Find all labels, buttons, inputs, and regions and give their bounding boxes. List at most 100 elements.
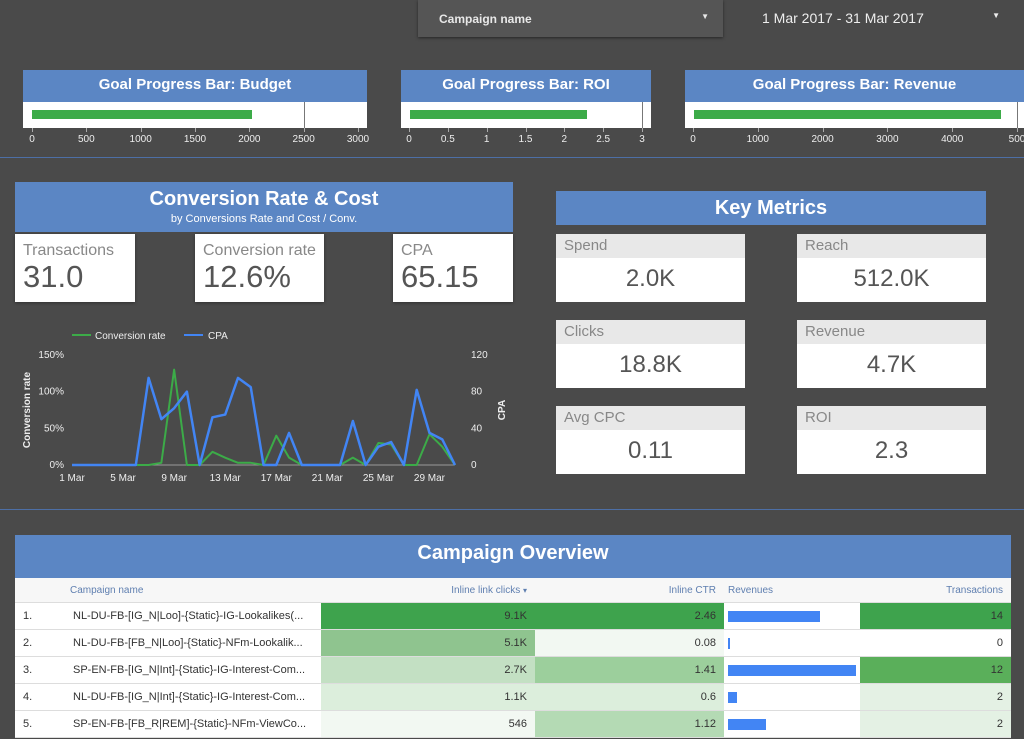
- table-row[interactable]: 4. NL-DU-FB-[IG_N|Int]-{Static}-IG-Intere…: [15, 683, 1011, 711]
- x-tick-label: 1 Mar: [59, 473, 85, 484]
- metric-label: Spend: [556, 234, 745, 258]
- campaign-table: Campaign name Inline link clicks ▾ Inlin…: [15, 578, 1011, 738]
- conversion-header: Conversion Rate & Cost by Conversions Ra…: [15, 182, 513, 232]
- transactions-cell: 0: [860, 629, 1011, 657]
- scorecard-conversion-rate: Conversion rate 12.6%: [195, 234, 324, 302]
- goal-axis-tick: [525, 128, 527, 132]
- y2-tick-label: 0: [471, 460, 477, 471]
- x-tick-label: 13 Mar: [210, 473, 242, 484]
- row-number: 5.: [15, 710, 69, 738]
- scorecard-label: CPA: [401, 242, 433, 259]
- column-header-inline-ctr[interactable]: Inline CTR: [535, 578, 724, 603]
- y-tick-label: 100%: [38, 387, 64, 398]
- y2-tick-label: 80: [471, 387, 483, 398]
- chevron-down-icon: ▼: [701, 12, 709, 21]
- row-number: 2.: [15, 629, 69, 657]
- x-tick-label: 17 Mar: [261, 473, 293, 484]
- key-metrics-header: Key Metrics: [556, 191, 986, 225]
- metric-value: 2.3: [874, 437, 909, 464]
- y2-tick-label: 120: [471, 350, 488, 361]
- row-number: 3.: [15, 656, 69, 684]
- campaign-name-cell: SP-EN-FB-[IG_N|Int]-{Static}-IG-Interest…: [69, 656, 321, 684]
- scorecard-value: 31.0: [23, 259, 84, 294]
- goal-axis-label: 2.5: [596, 134, 611, 145]
- goal-axis-tick: [358, 128, 359, 132]
- campaign-name-cell: NL-DU-FB-[IG_N|Int]-{Static}-IG-Interest…: [69, 683, 321, 711]
- inline-link-clicks-cell: 9.1K: [321, 602, 535, 630]
- metric-value: 512.0K: [853, 265, 930, 292]
- goal-axis-tick: [642, 128, 643, 132]
- revenues-cell: [724, 656, 860, 684]
- goal-axis-label: 2: [561, 134, 568, 145]
- goal-axis-tick: [1017, 128, 1018, 132]
- goal-axis-label: 3000: [346, 134, 370, 145]
- y-tick-label: 50%: [44, 423, 64, 434]
- table-row[interactable]: 3. SP-EN-FB-[IG_N|Int]-{Static}-IG-Intere…: [15, 656, 1011, 684]
- goal-axis-tick: [757, 128, 759, 132]
- goal-axis-tick: [303, 128, 305, 132]
- series-line-cpa: [72, 376, 457, 467]
- y2-axis-title: CPA: [497, 400, 508, 420]
- metric-label: ROI: [797, 406, 986, 430]
- goal-axis-tick: [822, 128, 824, 132]
- x-tick-label: 5 Mar: [110, 473, 136, 484]
- goal-axis-label: 2500: [292, 134, 315, 145]
- goal-axis-label: 2000: [238, 134, 261, 145]
- inline-ctr-cell: 0.08: [535, 629, 724, 657]
- inline-ctr-cell: 1.41: [535, 656, 724, 684]
- campaign-overview-title: Campaign Overview: [417, 542, 609, 564]
- metric-card-roi: ROI 2.3: [797, 406, 986, 474]
- column-header-campaign-name[interactable]: Campaign name: [69, 578, 321, 603]
- goal-axis-tick: [86, 128, 88, 132]
- x-tick-label: 9 Mar: [161, 473, 187, 484]
- metric-label: Clicks: [556, 320, 745, 344]
- goal-bar-axis: 0 500 1000 1500 2000 2500 3000: [23, 128, 370, 148]
- section-divider: [0, 157, 1024, 158]
- goal-axis-label: 1.5: [518, 134, 533, 145]
- goal-bar-roi: Goal Progress Bar: ROI 0 0.5 1 1.5 2 2.5 3: [401, 70, 651, 148]
- row-number: 4.: [15, 683, 69, 711]
- metric-value: 0.11: [628, 437, 673, 464]
- revenue-bar: [728, 691, 737, 703]
- legend-label: Conversion rate: [95, 331, 166, 342]
- goal-axis-label: 0: [29, 134, 35, 145]
- sort-desc-icon: ▾: [522, 585, 527, 595]
- conversion-cpa-chart: Conversion rate CPA 0% 50% 100% 150% 0 40 80 120 C…: [22, 331, 508, 484]
- column-header-inline-link-clicks[interactable]: Inline link clicks ▾: [321, 578, 535, 603]
- goal-bar-target-marker: [1017, 102, 1018, 128]
- goal-bar-revenue: Goal Progress Bar: Revenue 0 1000 2000 3000…: [685, 70, 1024, 148]
- revenue-bar: [728, 637, 730, 649]
- campaign-filter-label: Campaign name: [439, 12, 532, 26]
- date-range-picker[interactable]: 1 Mar 2017 - 31 Mar 2017 ▼: [740, 0, 1020, 37]
- goal-bar-fill: [410, 110, 587, 119]
- table-row[interactable]: 2. NL-DU-FB-[FB_N|Loo]-{Static}-NFm-Looka…: [15, 629, 1011, 657]
- scorecard-label: Conversion rate: [203, 242, 316, 259]
- goal-axis-label: 1: [483, 134, 490, 145]
- goal-axis-tick: [195, 128, 196, 132]
- goal-axis-label: 3000: [876, 134, 899, 145]
- goal-axis-label: 500: [77, 134, 95, 145]
- key-metrics-title: Key Metrics: [714, 197, 828, 219]
- goal-axis-tick: [32, 128, 33, 132]
- metric-card-reach: Reach 512.0K: [797, 234, 986, 302]
- metric-card-avg-cpc: Avg CPC 0.11: [556, 406, 745, 474]
- goal-axis-tick: [952, 128, 954, 132]
- x-tick-label: 29 Mar: [414, 473, 446, 484]
- goal-bar-fill: [694, 110, 1001, 119]
- goal-axis-tick: [693, 128, 694, 132]
- campaign-filter-dropdown[interactable]: Campaign name ▼: [418, 0, 723, 37]
- goal-axis-label: 0: [690, 134, 696, 145]
- metric-card-spend: Spend 2.0K: [556, 234, 745, 302]
- column-header-revenues[interactable]: Revenues: [724, 578, 860, 603]
- inline-link-clicks-cell: 5.1K: [321, 629, 535, 657]
- inline-ctr-cell: 1.12: [535, 710, 724, 738]
- x-tick-label: 25 Mar: [363, 473, 395, 484]
- table-row[interactable]: 1. NL-DU-FB-[IG_N|Loo]-{Static}-IG-Lookal…: [15, 602, 1011, 630]
- revenues-cell: [724, 602, 860, 630]
- revenues-cell: [724, 683, 860, 711]
- table-row[interactable]: 5. SP-EN-FB-[FB_R|REM]-{Static}-NFm-ViewC…: [15, 710, 1011, 738]
- column-header-transactions[interactable]: Transactions: [860, 578, 1011, 603]
- campaign-name-cell: NL-DU-FB-[IG_N|Loo]-{Static}-IG-Lookalik…: [69, 602, 321, 630]
- legend-label: CPA: [208, 331, 228, 342]
- goal-bar-track: [23, 102, 367, 128]
